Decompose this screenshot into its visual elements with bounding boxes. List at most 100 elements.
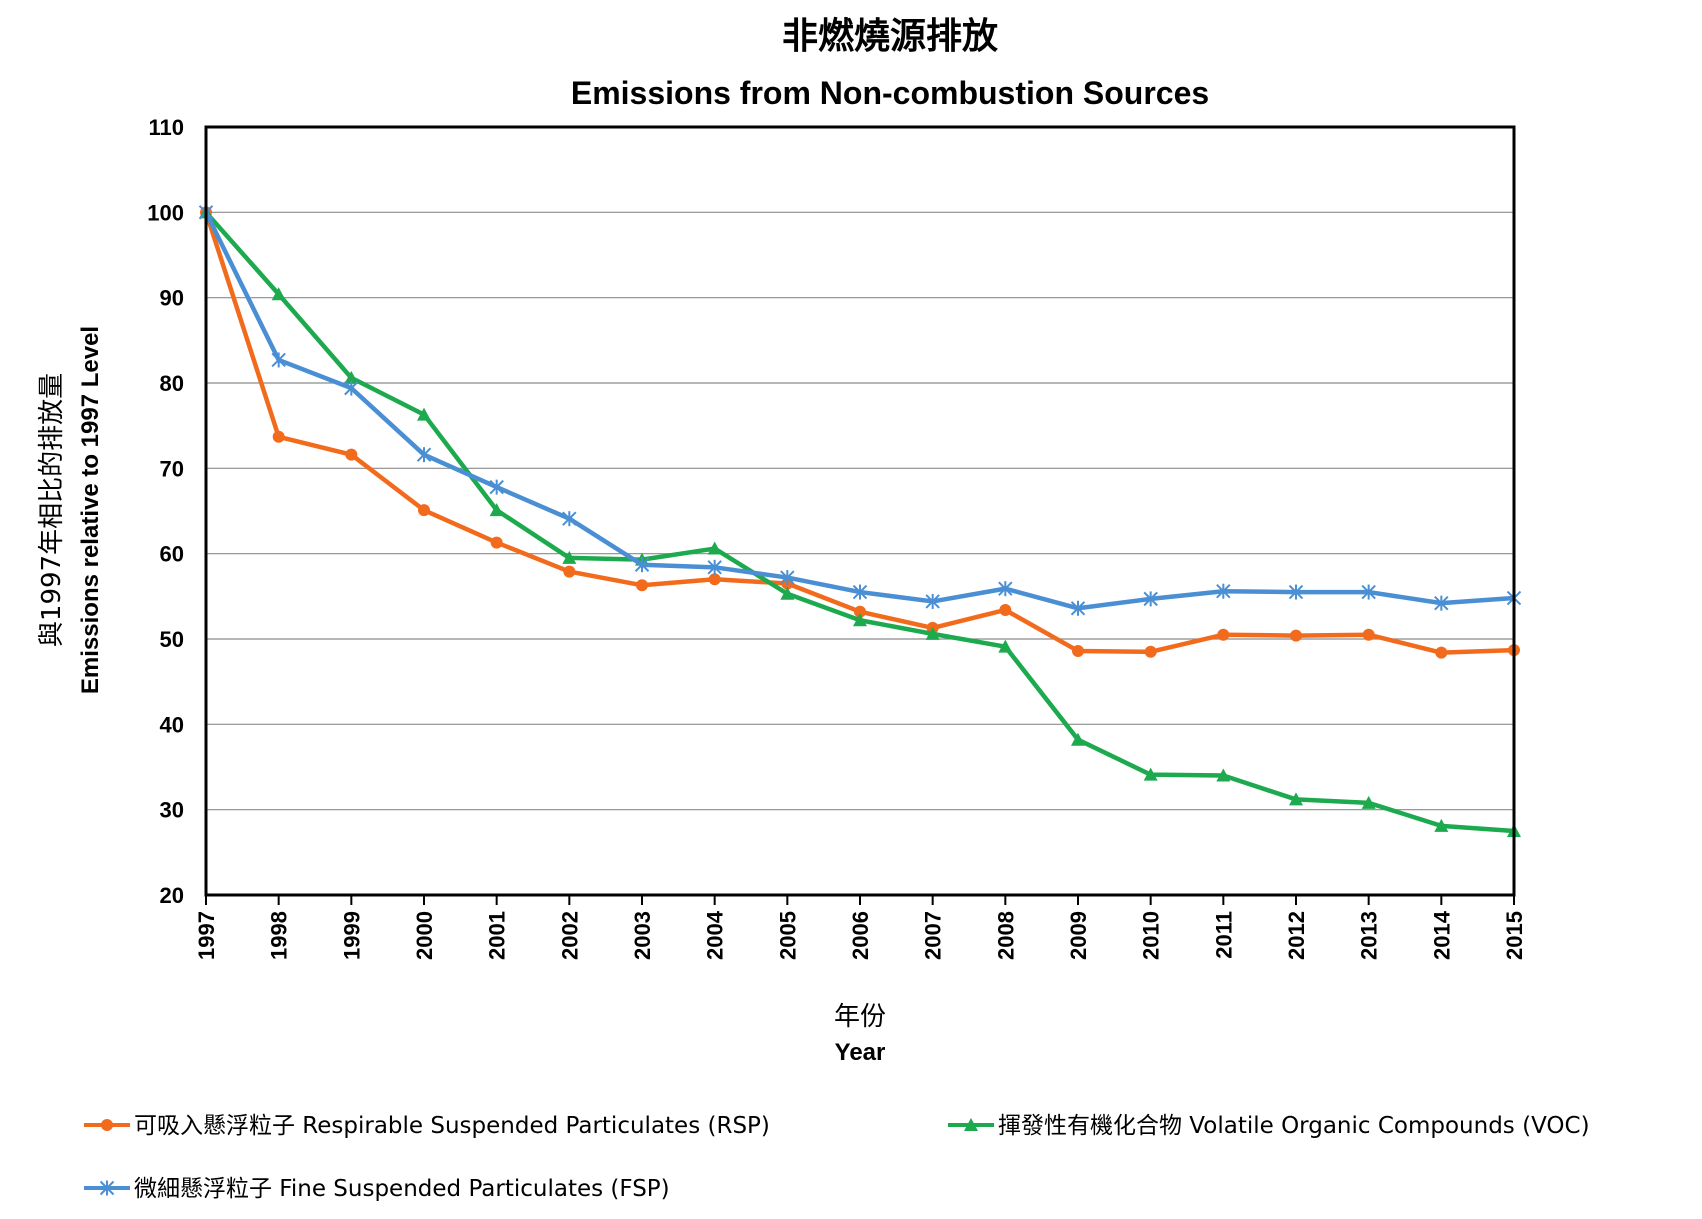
x-axis-label: Year xyxy=(835,1039,886,1066)
data-point xyxy=(780,570,795,586)
data-point xyxy=(1362,628,1375,641)
data-point xyxy=(780,586,795,600)
y-tick-label: 100 xyxy=(147,200,184,225)
data-point xyxy=(708,573,721,586)
series-line xyxy=(204,210,1515,834)
data-point xyxy=(1216,768,1231,782)
legend-swatch-marker xyxy=(101,1119,113,1131)
legend-label: 微細懸浮粒子 Fine Suspended Particulates (FSP) xyxy=(134,1176,670,1202)
series-star xyxy=(198,204,1522,616)
data-point xyxy=(490,536,503,549)
x-tick-label: 2011 xyxy=(1211,911,1236,959)
legend-label: 可吸入懸浮粒子 Respirable Suspended Particulate… xyxy=(134,1113,770,1139)
data-point xyxy=(925,626,940,640)
x-tick-label: 2003 xyxy=(630,911,655,960)
x-tick-label: 2015 xyxy=(1502,911,1527,960)
x-tick-label: 2006 xyxy=(848,911,873,960)
data-point xyxy=(998,639,1013,653)
chart-title: 非燃燒源排放 xyxy=(782,16,998,57)
legend-entry: 可吸入懸浮粒子 Respirable Suspended Particulate… xyxy=(84,1113,770,1139)
data-point xyxy=(489,503,504,517)
data-point xyxy=(1289,792,1303,806)
data-point xyxy=(1071,732,1085,746)
data-point xyxy=(1434,595,1449,611)
data-point xyxy=(925,593,940,609)
legend-swatch-marker xyxy=(99,1180,115,1196)
data-point xyxy=(562,550,577,564)
data-point xyxy=(852,584,868,600)
data-point xyxy=(489,479,504,495)
x-tick-labels: 1997 1998 1999 2000 2001 2002 2003 2004 2005 2006… xyxy=(194,895,1527,960)
series-line xyxy=(203,211,1515,611)
x-axis-label-cn: 年份 xyxy=(834,1002,886,1032)
x-tick-label: 2008 xyxy=(993,911,1018,960)
data-point xyxy=(1434,818,1449,832)
data-point xyxy=(272,430,285,443)
data-point xyxy=(271,352,286,368)
legend-label: 揮發性有機化合物 Volatile Organic Compounds (VOC… xyxy=(998,1113,1590,1139)
y-tick-label: 80 xyxy=(160,371,184,396)
chart-subtitle: Emissions from Non-combustion Sources xyxy=(571,75,1209,111)
x-tick-label: 2000 xyxy=(412,911,437,960)
data-point xyxy=(854,605,866,618)
y-axis-label-cn: 與1997年相比的排放量 xyxy=(37,373,67,647)
data-point xyxy=(707,541,722,555)
data-point xyxy=(416,447,432,463)
data-point xyxy=(563,565,576,578)
y-axis-label: Emissions relative to 1997 Level xyxy=(77,326,104,694)
y-tick-label: 90 xyxy=(160,286,184,311)
data-point xyxy=(418,504,430,517)
data-point xyxy=(1070,600,1086,616)
plot-area-frame xyxy=(204,125,1516,897)
x-tick-label: 2007 xyxy=(921,911,946,960)
data-point xyxy=(1361,795,1376,809)
data-point xyxy=(1143,591,1158,607)
data-point xyxy=(1290,629,1302,642)
y-tick-label: 30 xyxy=(160,798,184,823)
x-tick-label: 2001 xyxy=(485,911,510,960)
x-tick-label: 2012 xyxy=(1284,911,1309,960)
x-tick-label: 1998 xyxy=(267,911,292,960)
y-tick-label: 70 xyxy=(160,456,184,481)
x-tick-label: 2005 xyxy=(775,911,800,960)
y-tick-labels: 20 30 40 50 60 70 80 90 100 110 xyxy=(147,115,184,908)
legend-entry: 揮發性有機化合物 Volatile Organic Compounds (VOC… xyxy=(948,1113,1590,1139)
x-tick-label: 2014 xyxy=(1429,910,1454,960)
data-point xyxy=(1144,645,1157,658)
y-tick-label: 110 xyxy=(149,115,185,140)
data-point xyxy=(1217,628,1230,641)
y-tick-label: 40 xyxy=(160,712,184,737)
data-point xyxy=(999,603,1012,616)
x-tick-label: 2004 xyxy=(703,910,728,960)
x-tick-label: 2013 xyxy=(1357,911,1382,960)
x-tick-label: 1999 xyxy=(339,911,364,960)
data-point xyxy=(998,581,1013,597)
series-layer xyxy=(198,204,1522,837)
data-point xyxy=(1216,583,1231,599)
data-point xyxy=(271,287,286,301)
data-point xyxy=(345,448,358,461)
data-point xyxy=(853,613,867,627)
legend-swatch-marker xyxy=(964,1118,978,1131)
data-point xyxy=(1435,646,1448,659)
x-tick-label: 2010 xyxy=(1139,911,1164,960)
series-triangle xyxy=(199,205,1521,837)
y-tick-label: 60 xyxy=(160,542,184,567)
data-point xyxy=(707,559,722,575)
data-point xyxy=(344,380,359,396)
data-point xyxy=(344,370,359,384)
x-tick-label: 1997 xyxy=(194,911,219,960)
y-tick-label: 20 xyxy=(160,883,184,908)
legend: 可吸入懸浮粒子 Respirable Suspended Particulate… xyxy=(84,1113,1590,1202)
data-point xyxy=(1361,584,1376,600)
data-point xyxy=(1288,584,1304,600)
data-point xyxy=(634,557,650,573)
data-point xyxy=(1143,767,1158,781)
legend-entry: 微細懸浮粒子 Fine Suspended Particulates (FSP) xyxy=(84,1176,670,1202)
data-point xyxy=(417,407,431,421)
x-tick-label: 2009 xyxy=(1066,911,1091,960)
y-tick-label: 50 xyxy=(160,627,184,652)
data-point xyxy=(636,579,648,592)
x-tick-label: 2002 xyxy=(557,911,582,960)
